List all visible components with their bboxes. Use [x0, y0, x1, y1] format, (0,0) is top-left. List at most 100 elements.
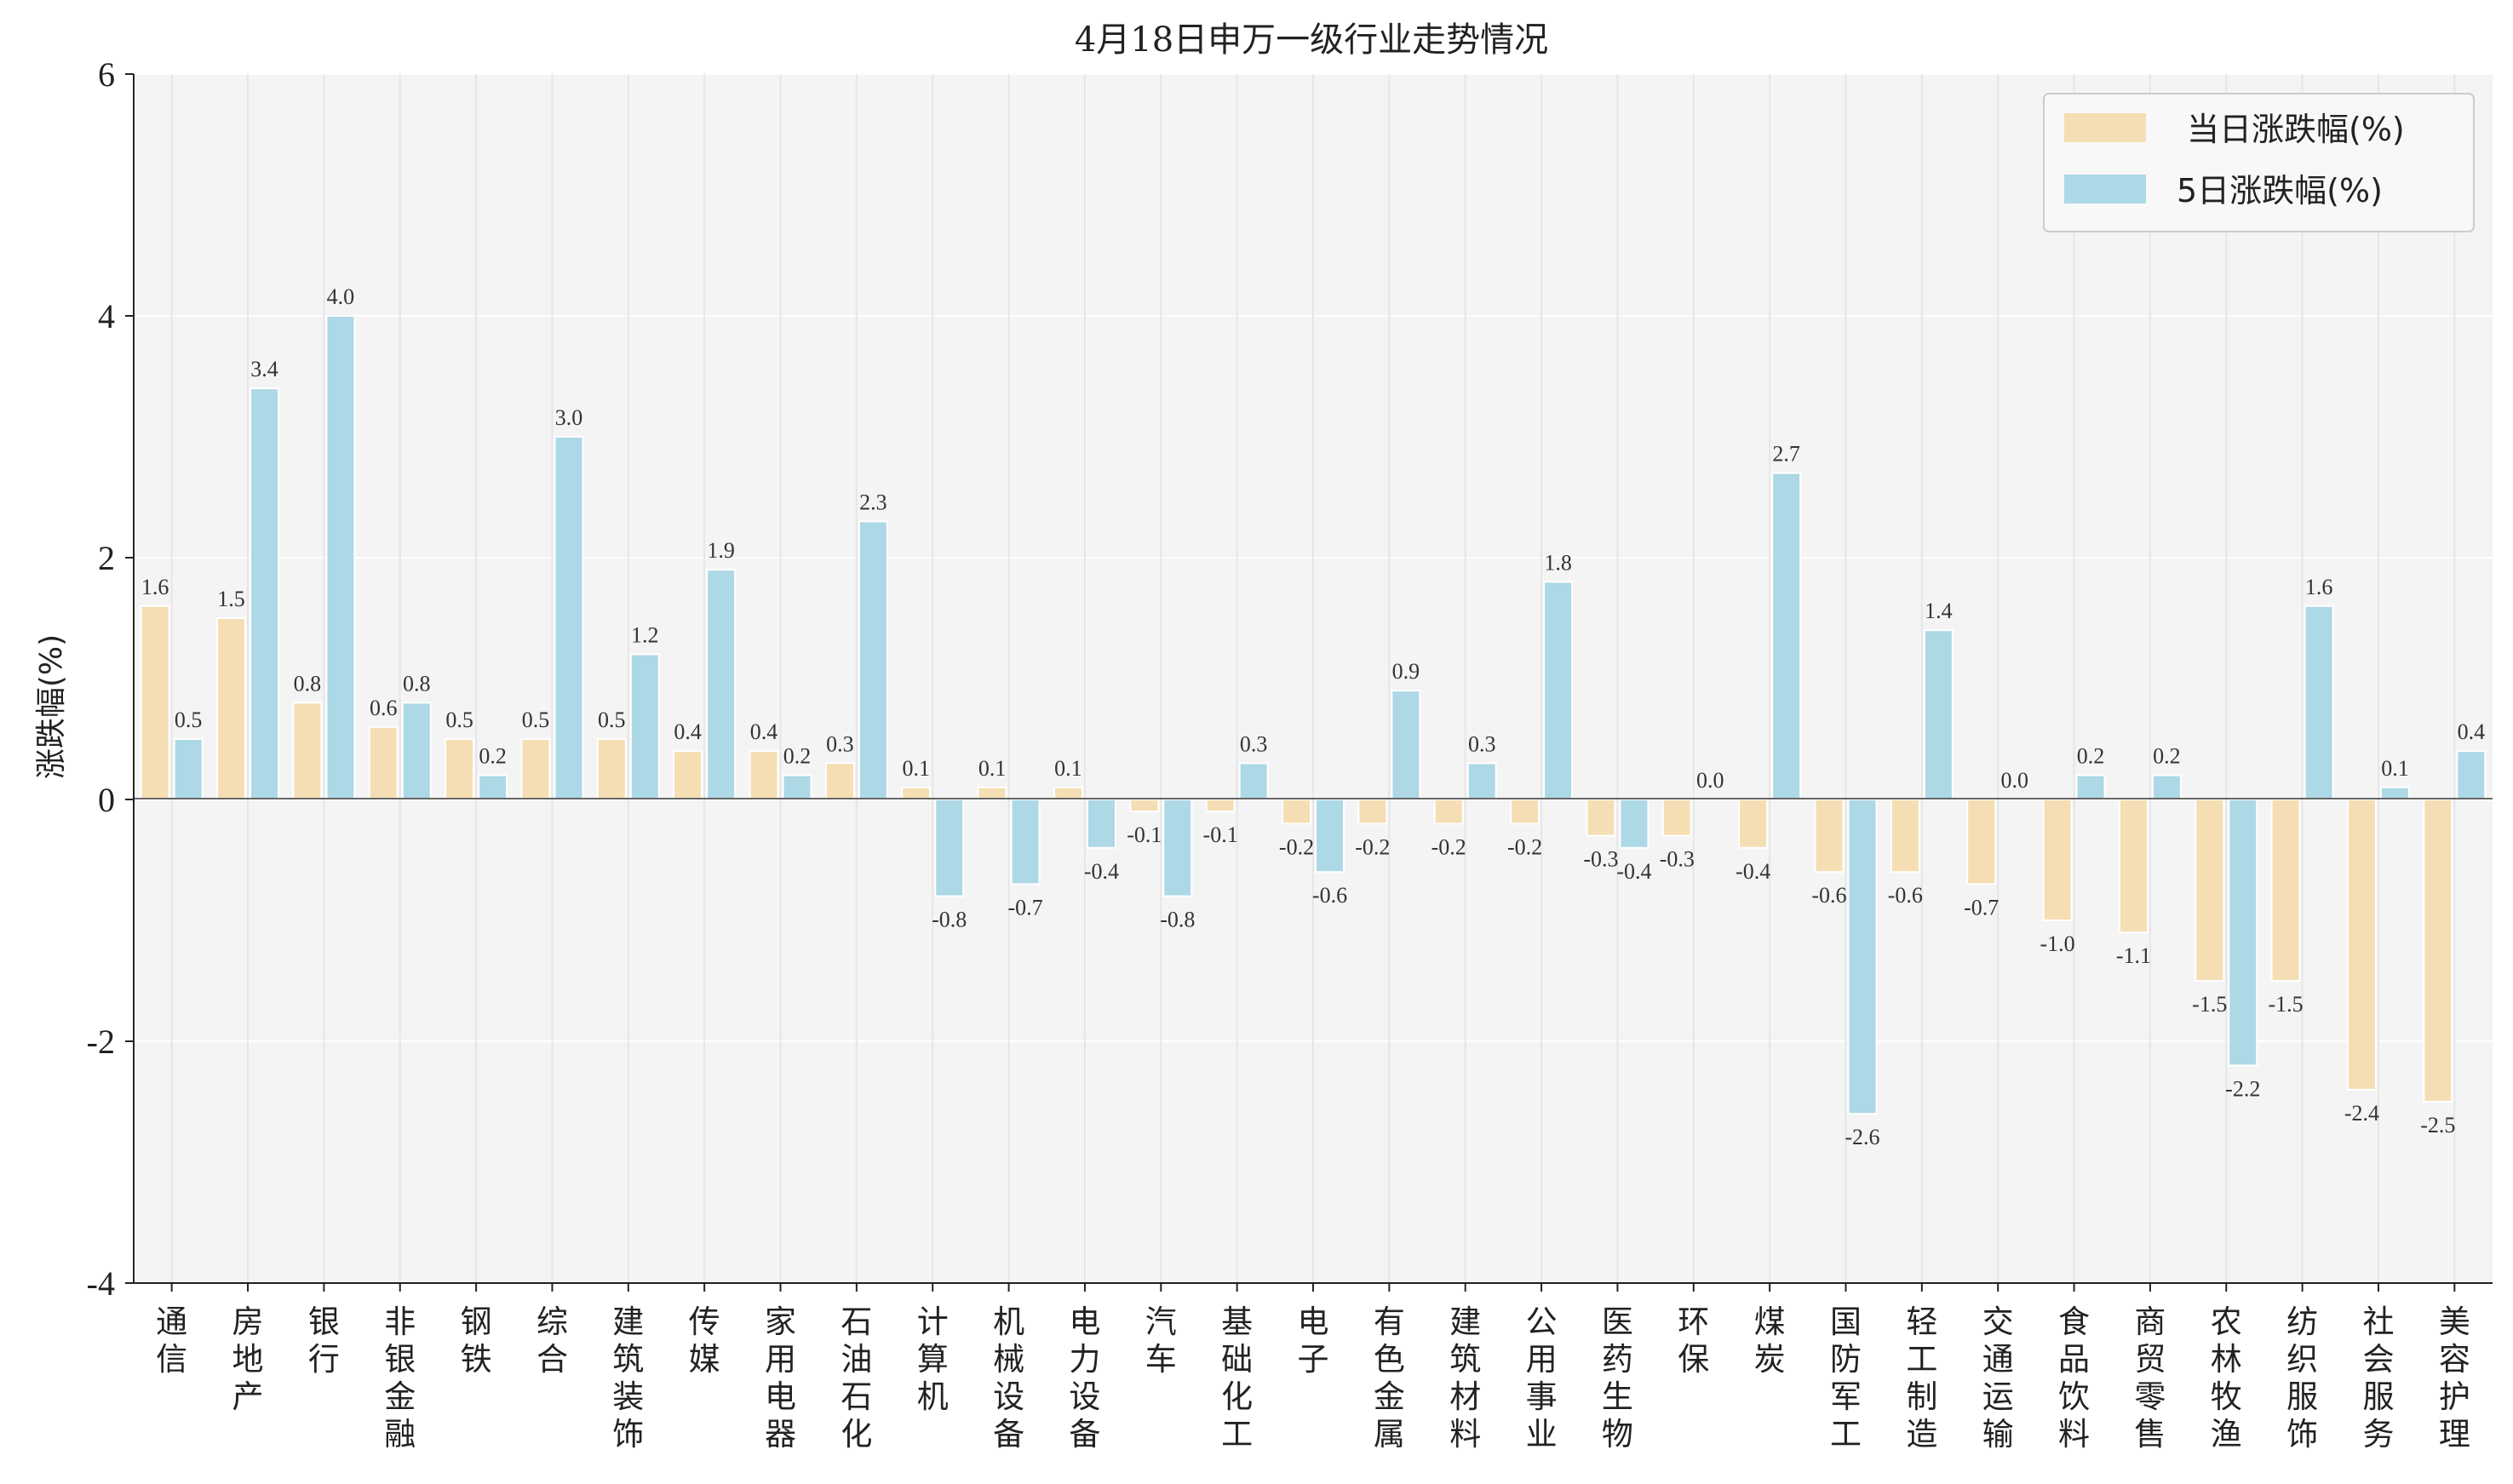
data-label-5day: -0.4	[1616, 859, 1651, 884]
x-tick-label: 汽车	[1145, 1304, 1177, 1378]
data-label-daily: -2.5	[2420, 1113, 2455, 1137]
y-tick-label: 0	[98, 781, 115, 819]
bar-5day	[1391, 690, 1421, 801]
legend-frame	[2043, 93, 2475, 232]
x-tick-label: 公用事业	[1526, 1304, 1558, 1452]
bars: 1.6 1.50.80.6 0.5 0.5 0.5 0.4 0.4 0.30.1 0.1 0.1-…	[140, 284, 2487, 1149]
data-label-daily: -0.6	[1888, 883, 1923, 908]
bar-daily	[216, 617, 247, 800]
bar-daily	[520, 738, 551, 800]
bar-daily	[2423, 799, 2453, 1103]
x-tick-label: 非银金融	[384, 1304, 416, 1452]
bar-daily	[2270, 799, 2301, 982]
x-tick-label: 社会服务	[2362, 1304, 2394, 1452]
x-tick-label: 银行	[308, 1304, 340, 1378]
y-tick-label: -4	[87, 1264, 115, 1303]
x-tick-label: 农林牧渔	[2211, 1304, 2242, 1452]
x-tick-label: 商贸零售	[2134, 1304, 2166, 1452]
data-label-5day: 3.0	[555, 405, 583, 430]
bar-5day	[1923, 629, 1954, 801]
data-label-daily: 0.5	[598, 708, 626, 732]
bar-5day	[2228, 799, 2258, 1067]
legend-label-daily: 当日涨跌幅(%)	[2187, 111, 2405, 148]
bar-5day	[858, 520, 888, 801]
bar-daily	[2118, 799, 2149, 934]
bar-5day	[1847, 799, 1878, 1115]
data-label-5day: 1.9	[707, 538, 735, 563]
bar-daily	[1129, 799, 1160, 813]
bar-5day	[782, 774, 812, 800]
bar-5day	[1619, 799, 1650, 849]
bar-daily	[673, 750, 703, 801]
bar-5day	[1238, 762, 1269, 801]
y-tick-label: 2	[98, 539, 115, 577]
bar-5day	[629, 653, 660, 800]
data-label-daily: -1.5	[2269, 992, 2304, 1017]
legend-label-5day: 5日涨跌幅(%)	[2177, 172, 2383, 209]
data-label-daily: -0.3	[1660, 847, 1695, 872]
bar-daily	[1282, 799, 1311, 825]
x-tick-label: 电力设备	[1069, 1304, 1100, 1452]
legend-swatch-5day	[2064, 175, 2146, 203]
data-label-daily: 0.1	[1054, 756, 1082, 781]
bar-5day	[2151, 774, 2182, 800]
x-tick-label: 通信	[156, 1304, 187, 1378]
x-tick-label: 机械设备	[993, 1304, 1024, 1452]
bar-daily	[1510, 799, 1541, 825]
x-tick-label: 轻工制造	[1906, 1304, 1937, 1452]
y-tick-label: 4	[98, 297, 115, 335]
bar-5day	[2075, 774, 2106, 800]
bar-daily	[2346, 799, 2377, 1091]
bar-5day	[1315, 799, 1345, 874]
bar-daily	[749, 750, 779, 801]
data-label-daily: -0.4	[1736, 859, 1770, 884]
bar-daily	[1205, 799, 1236, 813]
bar-daily	[1966, 799, 1997, 885]
bar-5day	[478, 774, 508, 800]
bar-daily	[1053, 786, 1083, 800]
bar-5day	[1695, 799, 1725, 801]
data-label-daily: 1.5	[217, 587, 245, 611]
bar-daily	[824, 762, 855, 801]
data-label-daily: -0.6	[1811, 883, 1846, 908]
bar-5day	[706, 569, 737, 800]
x-tick-label: 食品饮料	[2058, 1304, 2090, 1452]
y-tick-label: -2	[87, 1023, 115, 1061]
bar-5day	[2304, 604, 2334, 800]
data-label-daily: -0.2	[1279, 834, 1314, 859]
bar-5day	[1086, 799, 1116, 849]
x-tick-label: 交通运输	[1982, 1304, 2014, 1452]
data-label-5day: 0.3	[1240, 731, 1268, 756]
bar-daily	[2195, 799, 2225, 982]
x-tick-label: 综合	[536, 1304, 568, 1378]
x-tick-label: 环保	[1678, 1304, 1709, 1378]
data-label-5day: 1.6	[2305, 575, 2333, 599]
data-label-5day: 4.0	[327, 284, 355, 309]
bar-daily	[1433, 799, 1464, 825]
bar-daily	[1357, 799, 1388, 825]
data-label-daily: 0.1	[978, 756, 1007, 781]
data-label-5day: -0.8	[932, 908, 967, 932]
data-label-5day: -2.2	[2225, 1076, 2260, 1101]
x-tick-label: 电子	[1298, 1304, 1329, 1378]
bar-daily	[596, 738, 627, 800]
data-label-5day: 1.2	[631, 623, 659, 648]
x-tick-label: 国防军工	[1830, 1304, 1862, 1452]
bar-daily	[1661, 799, 1692, 837]
bar-daily	[2042, 799, 2073, 921]
bar-5day	[1771, 472, 1802, 800]
data-label-daily: -1.1	[2116, 943, 2151, 968]
data-label-daily: -0.2	[1507, 834, 1542, 859]
data-label-5day: -0.8	[1160, 908, 1195, 932]
data-label-5day: 2.3	[859, 490, 887, 514]
data-label-daily: -0.7	[1964, 895, 1999, 920]
legend-swatch-daily	[2064, 113, 2146, 142]
data-label-daily: -1.0	[2040, 931, 2074, 956]
bar-5day	[401, 702, 432, 801]
data-label-5day: 3.4	[250, 357, 278, 381]
data-label-daily: 0.8	[294, 671, 322, 696]
data-label-5day: 0.0	[2000, 768, 2028, 793]
bar-daily	[1814, 799, 1845, 874]
bar-5day	[1466, 762, 1497, 801]
